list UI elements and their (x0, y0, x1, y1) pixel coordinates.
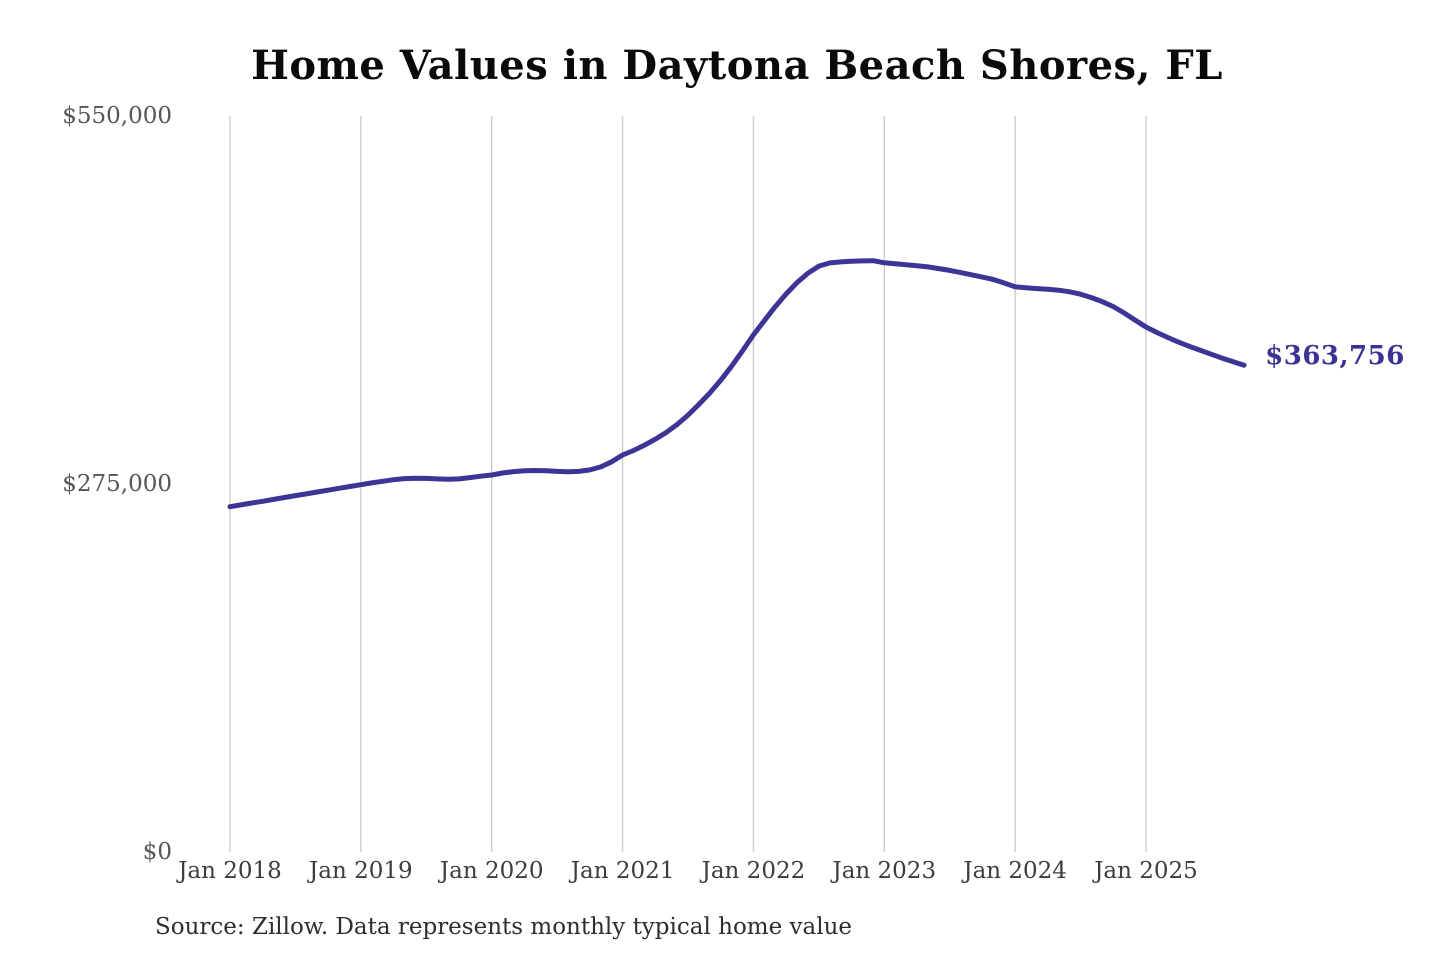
x-tick-label: Jan 2019 (309, 858, 413, 884)
chart-title: Home Values in Daytona Beach Shores, FL (251, 42, 1223, 89)
x-tick-label: Jan 2021 (570, 858, 675, 884)
y-tick-label: $0 (142, 839, 172, 865)
x-tick-label: Jan 2023 (832, 858, 937, 884)
y-tick-label: $275,000 (62, 471, 172, 497)
x-tick-label: Jan 2024 (963, 858, 1067, 884)
y-tick-label: $550,000 (62, 103, 172, 129)
x-tick-label: Jan 2020 (439, 858, 544, 884)
x-tick-label: Jan 2018 (178, 858, 282, 884)
latest-value-label: $363,756 (1265, 341, 1405, 372)
x-tick-label: Jan 2025 (1094, 858, 1198, 884)
source-note: Source: Zillow. Data represents monthly … (155, 914, 853, 940)
home-value-line (227, 258, 1247, 510)
x-tick-label: Jan 2022 (701, 858, 806, 884)
